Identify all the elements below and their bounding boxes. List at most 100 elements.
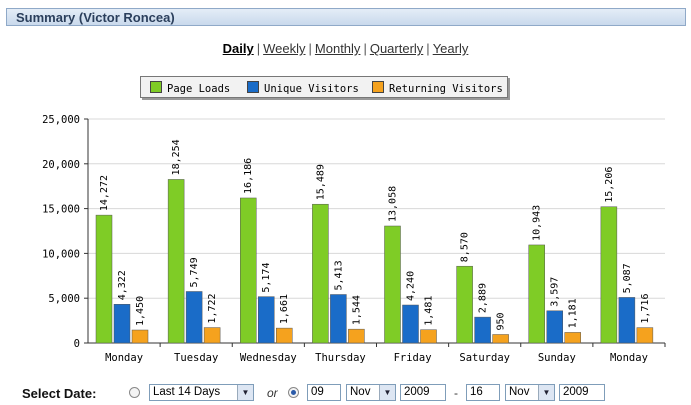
tab-monthly[interactable]: Monthly (315, 41, 361, 56)
tab-quarterly[interactable]: Quarterly (370, 41, 423, 56)
y-tick-label: 15,000 (42, 204, 80, 216)
data-label: 1,481 (424, 296, 435, 326)
to-month-value: Nov (509, 386, 529, 398)
chart-legend: Page Loads Unique Visitors Returning Vis… (140, 76, 508, 98)
bar (601, 207, 617, 343)
data-label: 4,322 (117, 270, 128, 300)
legend-item-page-loads: Page Loads (150, 81, 230, 95)
to-day-input[interactable]: 16 (466, 384, 500, 401)
tab-separator: | (426, 41, 429, 56)
from-month-value: Nov (350, 386, 370, 398)
period-tabs: Daily | Weekly | Monthly | Quarterly | Yearly (0, 41, 691, 56)
y-tick-label: 5,000 (48, 293, 80, 305)
bar (457, 266, 473, 343)
x-tick-label: Tuesday (174, 352, 218, 364)
data-label: 1,661 (279, 294, 290, 324)
data-label: 5,087 (622, 263, 633, 293)
from-month-select[interactable]: Nov ▼ (346, 384, 396, 401)
chevron-down-icon: ▼ (237, 385, 253, 400)
x-tick-label: Saturday (459, 352, 510, 364)
legend-swatch (247, 81, 259, 93)
bar (421, 330, 437, 343)
range-dash: - (454, 386, 458, 400)
data-label: 5,749 (189, 257, 200, 287)
bar (529, 245, 545, 343)
data-label: 1,450 (135, 296, 146, 326)
to-year-input[interactable]: 2009 (559, 384, 605, 401)
legend-label: Unique Visitors (264, 83, 359, 95)
data-label: 3,597 (550, 277, 561, 307)
x-tick-label: Monday (610, 352, 648, 364)
summary-title: Summary (Victor Roncea) (16, 10, 175, 25)
select-date-label: Select Date: (22, 386, 96, 401)
y-tick-label: 25,000 (42, 114, 80, 126)
data-label: 1,544 (351, 295, 362, 325)
bar (258, 297, 274, 343)
summary-title-bar: Summary (Victor Roncea) (6, 8, 686, 26)
tab-separator: | (309, 41, 312, 56)
bar (114, 304, 130, 343)
date-select-row: Select Date: Last 14 Days ▼ or 09 Nov ▼ … (0, 383, 691, 405)
chevron-down-icon: ▼ (379, 385, 395, 400)
bar (475, 317, 491, 343)
from-year-input[interactable]: 2009 (400, 384, 446, 401)
bar (403, 305, 419, 343)
legend-swatch (372, 81, 384, 93)
data-label: 16,186 (243, 158, 254, 194)
x-tick-label: Monday (105, 352, 143, 364)
bar (385, 226, 401, 343)
from-day-input[interactable]: 09 (307, 384, 341, 401)
legend-item-returning-visitors: Returning Visitors (372, 81, 503, 95)
bar (547, 311, 563, 343)
bar (637, 328, 653, 343)
data-label: 15,206 (604, 167, 615, 203)
bar (168, 179, 184, 343)
y-tick-label: 20,000 (42, 159, 80, 171)
tab-separator: | (363, 41, 366, 56)
data-label: 18,254 (171, 139, 182, 175)
bar (276, 328, 292, 343)
tab-separator: | (257, 41, 260, 56)
data-label: 1,716 (640, 294, 651, 324)
bar-chart: 0 5,000 10,000 15,000 20,000 25,000 14,272 4,32… (0, 105, 691, 375)
y-tick-label: 0 (74, 338, 80, 350)
x-tick-label: Sunday (538, 352, 576, 364)
tab-weekly[interactable]: Weekly (263, 41, 305, 56)
tab-daily[interactable]: Daily (223, 41, 254, 56)
range-radio[interactable] (129, 387, 140, 398)
range-select[interactable]: Last 14 Days ▼ (149, 384, 254, 401)
data-label: 5,413 (333, 260, 344, 290)
bar (348, 329, 364, 343)
to-month-select[interactable]: Nov ▼ (505, 384, 555, 401)
custom-range-radio[interactable] (288, 387, 299, 398)
data-label: 8,570 (460, 232, 471, 262)
data-label: 5,174 (261, 263, 272, 293)
data-label: 4,240 (406, 271, 417, 301)
bar (493, 334, 509, 343)
data-label: 13,058 (388, 186, 399, 222)
data-label: 1,181 (568, 298, 579, 328)
y-tick-label: 10,000 (42, 248, 80, 260)
range-select-value: Last 14 Days (153, 386, 220, 398)
legend-item-unique-visitors: Unique Visitors (247, 81, 359, 95)
legend-label: Page Loads (167, 83, 230, 95)
chevron-down-icon: ▼ (538, 385, 554, 400)
x-tick-label: Friday (394, 352, 432, 364)
x-tick-label: Thursday (315, 352, 366, 364)
tab-yearly[interactable]: Yearly (433, 41, 469, 56)
bar (132, 330, 148, 343)
bar (204, 328, 220, 343)
data-label: 10,943 (532, 205, 543, 241)
x-tick-label: Wednesday (240, 352, 297, 364)
data-label: 950 (496, 312, 507, 330)
bar (186, 291, 202, 343)
bar (330, 294, 346, 343)
bar (96, 215, 112, 343)
data-label: 15,489 (315, 164, 326, 200)
bar (565, 332, 581, 343)
or-text: or (267, 386, 278, 400)
legend-label: Returning Visitors (389, 83, 503, 95)
legend-swatch (150, 81, 162, 93)
bar (240, 198, 256, 343)
data-label: 14,272 (99, 175, 110, 211)
